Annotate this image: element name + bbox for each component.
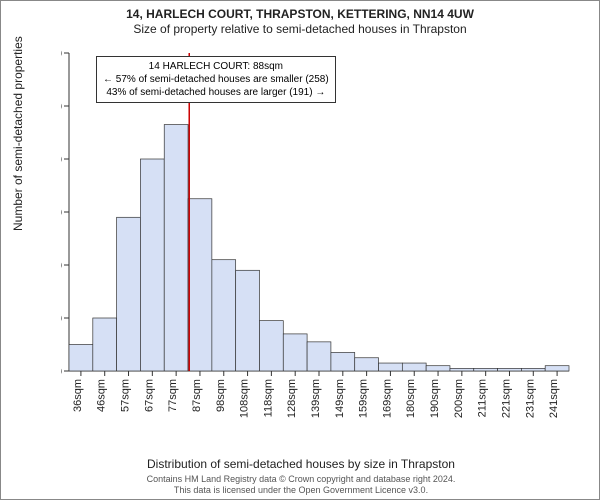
- svg-text:180sqm: 180sqm: [405, 379, 417, 418]
- annotation-line2: ← 57% of semi-detached houses are smalle…: [103, 73, 329, 86]
- svg-text:0: 0: [61, 366, 62, 378]
- svg-text:20: 20: [61, 313, 62, 325]
- chart-container: 14, HARLECH COURT, THRAPSTON, KETTERING,…: [0, 0, 600, 500]
- x-axis-label: Distribution of semi-detached houses by …: [1, 457, 600, 471]
- svg-text:108sqm: 108sqm: [239, 379, 251, 418]
- chart-svg: 0 20 40 60 80 100 120 36sqm 46sqm 57sqm 67sqm 77sqm…: [61, 49, 576, 419]
- svg-text:139sqm: 139sqm: [310, 379, 322, 418]
- svg-text:120: 120: [61, 49, 62, 60]
- svg-text:200sqm: 200sqm: [453, 379, 465, 418]
- svg-text:77sqm: 77sqm: [167, 379, 179, 412]
- plot-area: 0 20 40 60 80 100 120 36sqm 46sqm 57sqm 67sqm 77sqm…: [61, 49, 576, 419]
- svg-text:80: 80: [61, 154, 62, 166]
- svg-text:221sqm: 221sqm: [500, 379, 512, 418]
- svg-text:36sqm: 36sqm: [72, 379, 84, 412]
- svg-text:57sqm: 57sqm: [120, 379, 132, 412]
- svg-text:100: 100: [61, 101, 62, 113]
- annotation-box: 14 HARLECH COURT: 88sqm ← 57% of semi-de…: [96, 56, 336, 103]
- svg-text:40: 40: [61, 260, 62, 272]
- annotation-line1: 14 HARLECH COURT: 88sqm: [103, 60, 329, 73]
- y-axis-label: Number of semi-detached properties: [11, 36, 25, 231]
- chart-title-sub: Size of property relative to semi-detach…: [1, 21, 599, 36]
- svg-text:169sqm: 169sqm: [381, 379, 393, 418]
- footer: Contains HM Land Registry data © Crown c…: [1, 474, 600, 496]
- svg-text:149sqm: 149sqm: [334, 379, 346, 418]
- footer-line2: This data is licensed under the Open Gov…: [1, 485, 600, 496]
- annotation-line3: 43% of semi-detached houses are larger (…: [103, 86, 329, 99]
- svg-text:231sqm: 231sqm: [524, 379, 536, 418]
- svg-text:87sqm: 87sqm: [191, 379, 203, 412]
- svg-text:190sqm: 190sqm: [429, 379, 441, 418]
- svg-text:46sqm: 46sqm: [96, 379, 108, 412]
- svg-text:128sqm: 128sqm: [286, 379, 298, 418]
- svg-text:60: 60: [61, 207, 62, 219]
- svg-text:241sqm: 241sqm: [548, 379, 560, 418]
- svg-text:67sqm: 67sqm: [143, 379, 155, 412]
- footer-line1: Contains HM Land Registry data © Crown c…: [1, 474, 600, 485]
- svg-text:211sqm: 211sqm: [477, 379, 489, 417]
- svg-text:159sqm: 159sqm: [358, 379, 370, 418]
- svg-text:118sqm: 118sqm: [262, 379, 274, 417]
- chart-title-main: 14, HARLECH COURT, THRAPSTON, KETTERING,…: [1, 1, 599, 21]
- svg-text:98sqm: 98sqm: [215, 379, 227, 412]
